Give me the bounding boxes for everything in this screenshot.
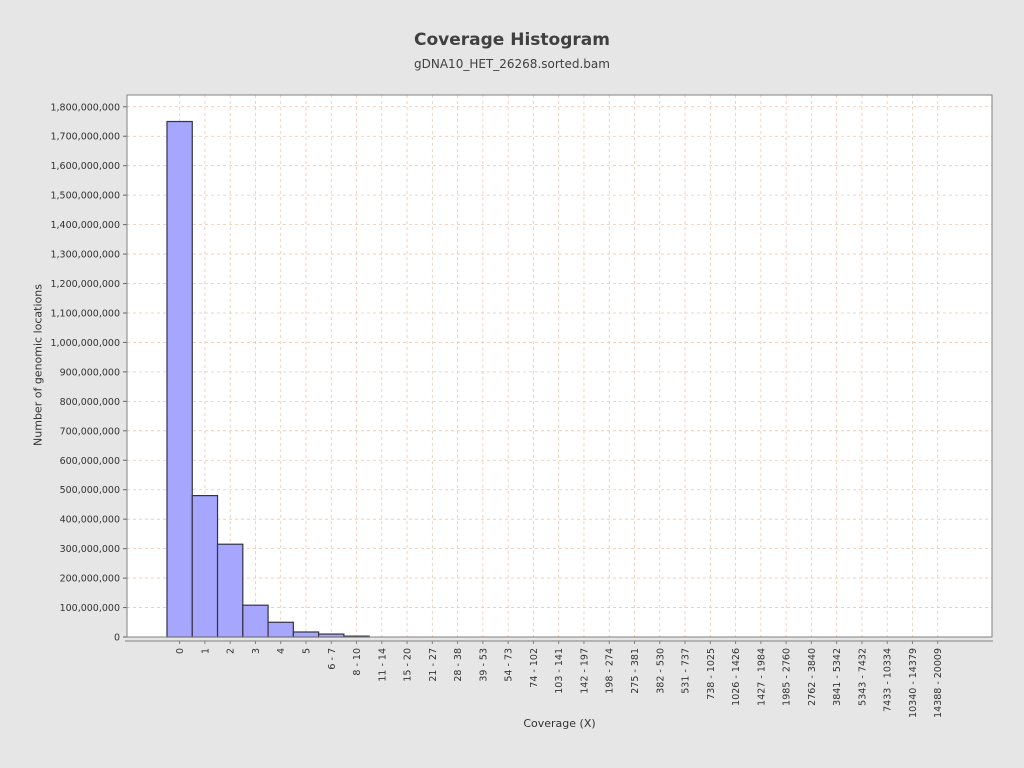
- y-tick-label: 500,000,000: [60, 485, 120, 496]
- x-tick-label: 28 - 38: [453, 648, 464, 682]
- x-tick-label: 6 - 7: [327, 648, 338, 670]
- x-tick-label: 8 - 10: [352, 648, 363, 676]
- y-tick-label: 900,000,000: [60, 367, 120, 378]
- x-tick-label: 103 - 141: [554, 648, 565, 694]
- y-tick-label: 1,100,000,000: [50, 308, 120, 319]
- x-tick-label: 531 - 737: [681, 648, 692, 694]
- x-tick-label: 738 - 1025: [706, 648, 717, 700]
- bar-0: [166, 120, 193, 638]
- y-tick-label: 1,500,000,000: [50, 191, 120, 202]
- bar-4: [267, 621, 294, 638]
- chart-title: Coverage Histogram: [414, 30, 610, 50]
- x-tick-label: 4: [276, 648, 287, 654]
- y-tick-label: 1,300,000,000: [50, 250, 120, 261]
- x-tick-label: 142 - 197: [579, 648, 590, 694]
- x-tick-label: 21 - 27: [428, 648, 439, 682]
- x-tick-label: 0: [175, 648, 186, 654]
- x-tick-label: 7433 - 10334: [883, 648, 894, 712]
- x-tick-label: 1985 - 2760: [782, 648, 793, 706]
- x-tick-label: 382 - 530: [655, 648, 666, 694]
- x-tick-label: 2762 - 3840: [807, 648, 818, 706]
- y-tick-label: 100,000,000: [60, 603, 120, 614]
- y-tick-label: 1,200,000,000: [50, 279, 120, 290]
- x-tick-label: 198 - 274: [605, 648, 616, 694]
- x-tick-label: 54 - 73: [504, 648, 515, 682]
- y-tick-label: 800,000,000: [60, 397, 120, 408]
- x-tick-label: 275 - 381: [630, 648, 641, 694]
- x-tick-label: 1: [200, 648, 211, 654]
- x-tick-label: 2: [226, 648, 237, 654]
- bar-2: [216, 543, 244, 638]
- y-tick-label: 0: [114, 633, 120, 644]
- x-tick-label: 15 - 20: [403, 648, 414, 682]
- bar-3: [242, 604, 269, 638]
- chart-subtitle: gDNA10_HET_26268.sorted.bam: [414, 57, 610, 71]
- y-tick-label: 1,600,000,000: [50, 161, 120, 172]
- y-tick-label: 1,700,000,000: [50, 132, 120, 143]
- y-tick-label: 700,000,000: [60, 426, 120, 437]
- bar-5: [292, 631, 320, 638]
- y-tick-label: 600,000,000: [60, 456, 120, 467]
- bar-1: [191, 495, 219, 638]
- x-tick-label: 11 - 14: [377, 648, 388, 682]
- x-tick-label: 5343 - 7432: [857, 648, 868, 706]
- y-tick-label: 400,000,000: [60, 515, 120, 526]
- y-tick-label: 1,000,000,000: [50, 338, 120, 349]
- x-tick-label: 10340 - 14379: [908, 648, 919, 718]
- y-tick-label: 300,000,000: [60, 544, 120, 555]
- x-tick-label: 1427 - 1984: [756, 648, 767, 706]
- x-tick-label: 74 - 102: [529, 648, 540, 688]
- x-tick-label: 5: [301, 648, 312, 654]
- y-tick-label: 200,000,000: [60, 574, 120, 585]
- plot-area: 0 100,000,000 200,000,000 300,000,000 400,00…: [50, 94, 993, 718]
- y-tick-label: 1,400,000,000: [50, 220, 120, 231]
- x-tick-label: 3841 - 5342: [832, 648, 843, 706]
- y-tick-label: 1,800,000,000: [50, 102, 120, 113]
- x-axis-label: Coverage (X): [523, 717, 596, 730]
- x-tick-label: 3: [251, 648, 262, 654]
- x-tick-label: 39 - 53: [478, 648, 489, 682]
- plot-background: [127, 95, 992, 637]
- x-tick-label: 14388 - 20009: [933, 648, 944, 718]
- y-axis-label: Number of genomic locations: [31, 284, 45, 446]
- x-tick-label: 1026 - 1426: [731, 648, 742, 706]
